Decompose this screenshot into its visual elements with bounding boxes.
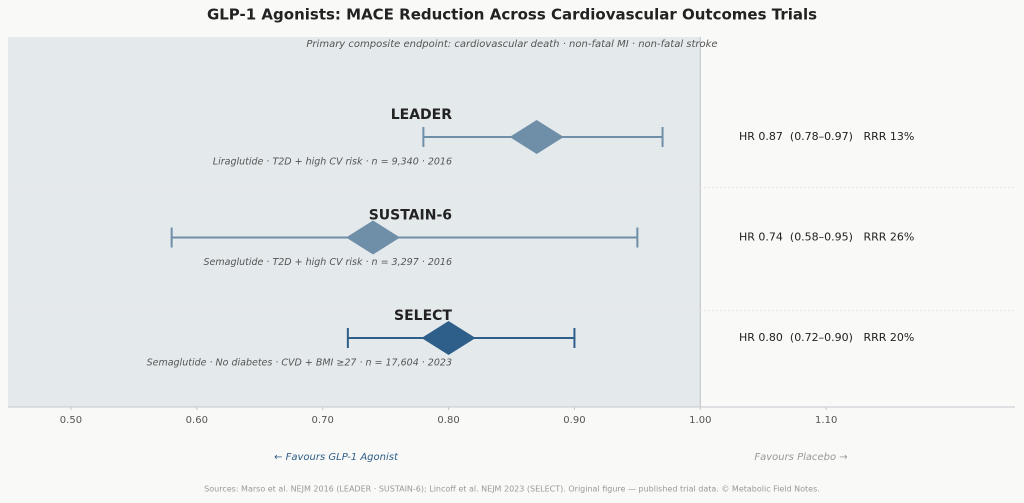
subtitle: Primary composite endpoint: cardiovascul… <box>306 39 717 50</box>
x-tick-label: 0.90 <box>563 415 585 426</box>
x-tick-label: 1.00 <box>689 415 711 426</box>
trial-description: Semaglutide · T2D + high CV risk · n = 3… <box>204 257 453 268</box>
left-annotation: ← Favours GLP-1 Agonist <box>274 452 399 463</box>
x-tick-label: 0.60 <box>186 415 208 426</box>
hr-diamond <box>421 321 476 355</box>
x-tick-label: 0.50 <box>60 415 82 426</box>
hr-diamond <box>346 220 401 255</box>
favours-region <box>8 37 701 407</box>
trial-description: Liraglutide · T2D + high CV risk · n = 9… <box>213 157 452 168</box>
source: Sources: Marso et al. NEJM 2016 (LEADER … <box>204 485 820 494</box>
trial-name: LEADER <box>391 107 453 123</box>
x-tick-label: 0.70 <box>312 415 334 426</box>
trial-name: SELECT <box>394 308 452 324</box>
hr-diamond <box>509 120 564 154</box>
value-label: HR 0.80 (0.72–0.90) RRR 20% <box>739 331 914 344</box>
trial-description: Semaglutide · No diabetes · CVD + BMI ≥2… <box>147 358 452 369</box>
right-annotation: Favours Placebo → <box>754 452 847 463</box>
value-label: HR 0.74 (0.58–0.95) RRR 26% <box>739 231 914 244</box>
x-tick-label: 1.10 <box>815 415 837 426</box>
trial-name: SUSTAIN-6 <box>369 208 452 224</box>
value-label: HR 0.87 (0.78–0.97) RRR 13% <box>739 130 914 143</box>
x-tick-label: 0.80 <box>437 415 459 426</box>
chart-title: GLP-1 Agonists: MACE Reduction Across Ca… <box>207 6 817 24</box>
